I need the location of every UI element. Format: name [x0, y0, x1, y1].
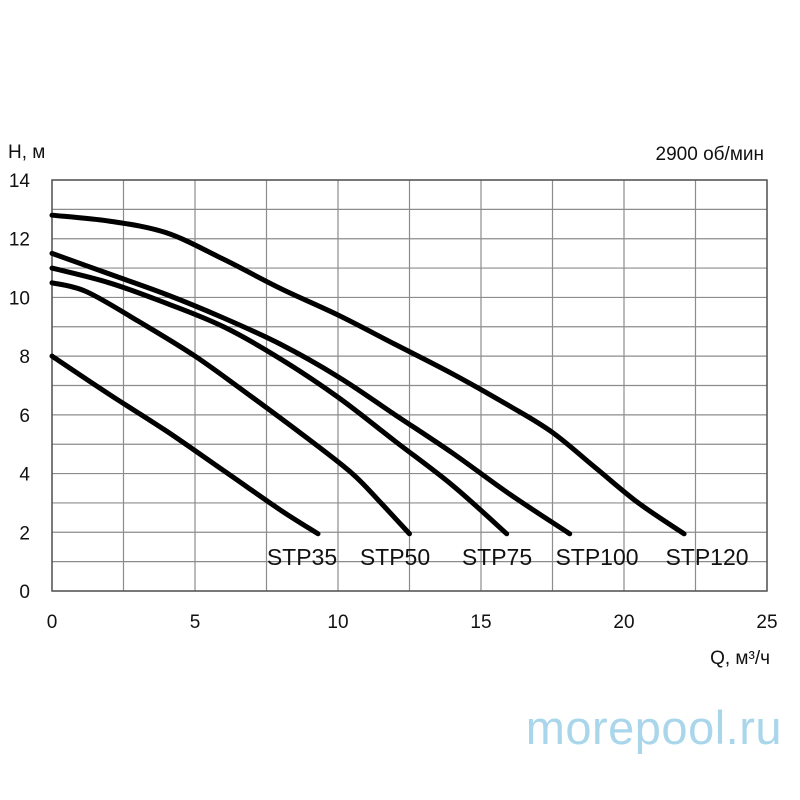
y-tick-label: 8	[19, 347, 30, 368]
series-label-stp100: STP100	[555, 544, 638, 570]
watermark-text: morepool.ru	[525, 701, 782, 754]
x-tick-label: 20	[613, 612, 634, 633]
grid	[51, 179, 768, 592]
series-label-stp120: STP120	[665, 544, 748, 570]
speed-annotation: 2900 об/мин	[656, 144, 764, 165]
y-tick-label: 0	[19, 582, 30, 603]
series-labels: STP35 STP50 STP75 STP100 STP120	[267, 544, 749, 570]
series-line-stp120	[49, 212, 687, 537]
y-tick-label: 6	[19, 406, 30, 427]
y-tick-label: 10	[9, 288, 30, 309]
series-line-stp100	[49, 250, 573, 537]
y-tick-label: 12	[9, 230, 30, 251]
series-line-stp75	[49, 265, 510, 537]
x-tick-label: 10	[327, 612, 348, 633]
series-line-stp50	[49, 280, 412, 537]
y-tick-label: 2	[19, 523, 30, 544]
series-line-stp35	[49, 353, 321, 537]
series-label-stp35: STP35	[267, 544, 337, 570]
y-axis-label: H, м	[8, 142, 45, 163]
axis-ticks: 0 5 10 15 20 25 0 2 4 6 8 10 12 14	[9, 171, 778, 633]
x-axis-label: Q, м³/ч	[710, 648, 770, 669]
plot-frame	[51, 179, 768, 592]
series-curves	[49, 212, 687, 537]
x-tick-label: 25	[756, 612, 777, 633]
x-tick-label: 15	[470, 612, 491, 633]
x-tick-label: 5	[190, 612, 201, 633]
series-label-stp75: STP75	[462, 544, 532, 570]
y-tick-label: 4	[19, 465, 30, 486]
x-tick-label: 0	[47, 612, 58, 633]
series-label-stp50: STP50	[360, 544, 430, 570]
y-tick-label: 14	[9, 171, 31, 192]
